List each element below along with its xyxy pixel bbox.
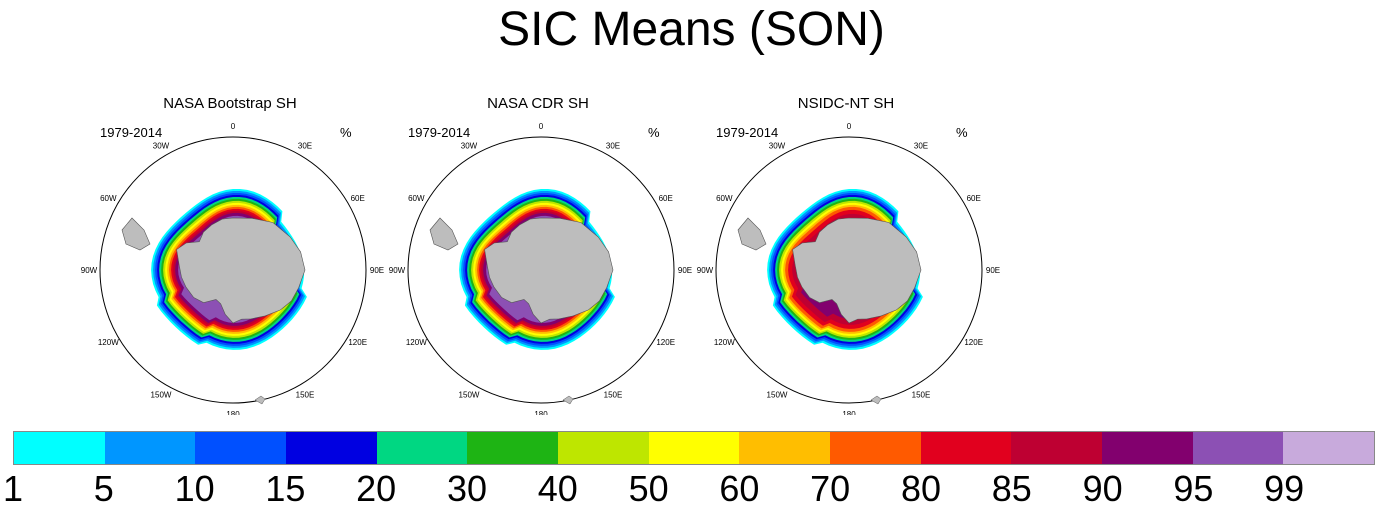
longitude-label: 30W xyxy=(153,141,170,150)
colorbar-tick-label: 85 xyxy=(991,468,1032,509)
panel-unit: % xyxy=(956,125,968,140)
colorbar-box-90 xyxy=(1102,432,1193,464)
longitude-label: 150E xyxy=(912,391,931,400)
longitude-label: 90E xyxy=(986,266,1000,275)
longitude-label: 120E xyxy=(656,338,675,347)
longitude-label: 30E xyxy=(914,141,928,150)
colorbar-box-85 xyxy=(1011,432,1103,464)
colorbar-tick-label: 30 xyxy=(446,468,488,509)
longitude-label: 150E xyxy=(604,391,623,400)
longitude-label: 90W xyxy=(697,266,714,275)
colorbar-box-30 xyxy=(467,432,559,464)
longitude-label: 180 xyxy=(534,410,548,415)
longitude-label: 60W xyxy=(716,194,733,203)
colorbar-tick-label: 40 xyxy=(537,468,578,509)
longitude-label: 180 xyxy=(226,410,240,415)
colorbar-tick-label: 5 xyxy=(93,468,114,509)
south-america-landmass xyxy=(737,217,767,251)
colorbar-box-80 xyxy=(920,432,1012,464)
polar-map: 0 30E 60E 90E 120E 150E 180 150W 120W 90W 60W 30W xyxy=(697,122,1000,415)
colorbar-box-20 xyxy=(376,432,468,464)
colorbar-tick-label: 80 xyxy=(900,468,942,509)
map-panel-bootstrap: NASA Bootstrap SH 1979-2014% 0 30E 60E 90E 120… xyxy=(81,95,400,415)
colorbar-box-70 xyxy=(830,432,921,464)
antarctica-landmass xyxy=(484,217,614,324)
longitude-label: 150W xyxy=(459,391,480,400)
longitude-label: 60W xyxy=(408,194,425,203)
colorbar-box-15 xyxy=(286,432,377,464)
south-america-landmass xyxy=(429,217,459,251)
colorbar xyxy=(13,431,1375,465)
island-landmass xyxy=(254,395,266,405)
colorbar-tick-label: 15 xyxy=(265,468,306,509)
panel-unit: % xyxy=(340,125,352,140)
panel-period: 1979-2014 xyxy=(716,125,779,140)
colorbar-box-95 xyxy=(1192,432,1284,464)
colorbar-tick-label: 1 xyxy=(2,468,24,509)
antarctica-landmass xyxy=(792,217,922,324)
longitude-label: 90W xyxy=(81,266,98,275)
longitude-label: 150W xyxy=(767,391,788,400)
island-landmass xyxy=(870,395,882,405)
longitude-label: 60E xyxy=(351,194,365,203)
longitude-label: 60W xyxy=(100,194,117,203)
colorbar-tick-label: 99 xyxy=(1264,468,1305,509)
colorbar-box-1 xyxy=(14,432,105,464)
panel-unit: % xyxy=(648,125,660,140)
colorbar-box-5 xyxy=(104,432,196,464)
colorbar-box-60 xyxy=(739,432,831,464)
colorbar-box-50 xyxy=(648,432,740,464)
colorbar-box-40 xyxy=(558,432,649,464)
longitude-label: 150E xyxy=(296,391,315,400)
colorbar-tick-label: 10 xyxy=(174,468,215,509)
longitude-label: 30W xyxy=(461,141,478,150)
longitude-label: 150W xyxy=(151,391,172,400)
longitude-label: 90W xyxy=(389,266,406,275)
panel-title: NSIDC-NT SH xyxy=(797,95,895,112)
panel-title: NASA Bootstrap SH xyxy=(163,95,297,112)
map-panel-nt: NSIDC-NT SH 1979-2014% 0 30E 60E 90E 120E 150E 1… xyxy=(697,95,1016,415)
longitude-label: 120E xyxy=(964,338,983,347)
polar-map: 0 30E 60E 90E 120E 150E 180 150W 120W 90W 60W 30W xyxy=(81,122,384,415)
panel-title: NASA CDR SH xyxy=(487,95,589,112)
longitude-label: 30E xyxy=(606,141,620,150)
south-america-landmass xyxy=(121,217,151,251)
longitude-label: 90E xyxy=(678,266,692,275)
longitude-label: 30E xyxy=(298,141,312,150)
map-panel-cdr: NASA CDR SH 1979-2014% 0 30E 60E 90E 120E 150E 1… xyxy=(389,95,708,415)
colorbar-tick-label: 90 xyxy=(1082,468,1123,509)
island-landmass xyxy=(562,395,574,405)
longitude-label: 60E xyxy=(659,194,673,203)
panel-period: 1979-2014 xyxy=(408,125,471,140)
colorbar-labels: 1 5 10 15 20 30 40 50 60 70 80 85 90 95 99 xyxy=(0,468,1383,513)
longitude-label: 0 xyxy=(847,122,852,131)
chart-title: SIC Means (SON) xyxy=(498,3,885,56)
colorbar-box-99 xyxy=(1283,432,1375,464)
longitude-label: 120W xyxy=(98,338,119,347)
longitude-label: 120E xyxy=(348,338,367,347)
longitude-label: 0 xyxy=(231,122,236,131)
polar-map: 0 30E 60E 90E 120E 150E 180 150W 120W 90W 60W 30W xyxy=(389,122,692,415)
colorbar-tick-label: 60 xyxy=(719,468,760,509)
panel-period: 1979-2014 xyxy=(100,125,163,140)
colorbar-tick-label: 70 xyxy=(810,468,851,509)
longitude-label: 30W xyxy=(769,141,786,150)
antarctica-landmass xyxy=(176,217,306,324)
colorbar-tick-label: 20 xyxy=(356,468,397,509)
longitude-label: 120W xyxy=(714,338,735,347)
longitude-label: 0 xyxy=(539,122,544,131)
longitude-label: 60E xyxy=(967,194,981,203)
colorbar-box-10 xyxy=(195,432,287,464)
longitude-label: 90E xyxy=(370,266,384,275)
colorbar-tick-label: 50 xyxy=(628,468,669,509)
longitude-label: 120W xyxy=(406,338,427,347)
colorbar-tick-label: 95 xyxy=(1173,468,1214,509)
longitude-label: 180 xyxy=(842,410,856,415)
